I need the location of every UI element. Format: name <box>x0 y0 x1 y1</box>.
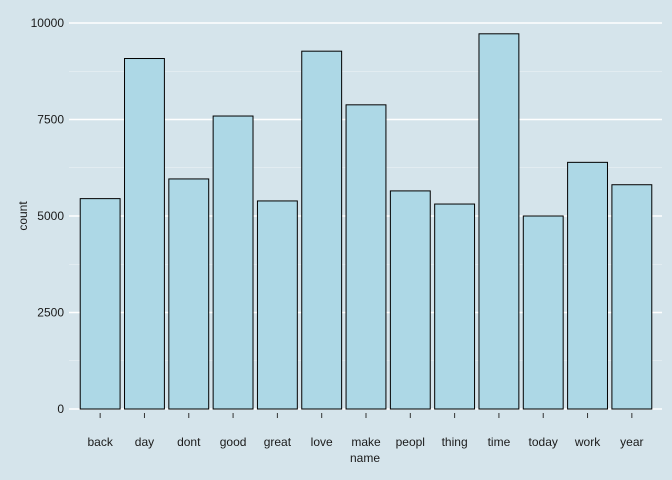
x-tick-label-thing: thing <box>442 435 468 449</box>
x-tick-label-dont: dont <box>177 435 201 449</box>
x-tick-label-year: year <box>620 435 643 449</box>
y-tick-label: 2500 <box>37 306 64 320</box>
x-tick-label-peopl: peopl <box>396 435 425 449</box>
bar-back <box>79 198 121 410</box>
x-tick-label-make: make <box>351 435 381 449</box>
bar-work <box>567 161 608 410</box>
bar-year <box>611 184 653 410</box>
x-axis-tick-labels: back day dont good great love make peopl thing ti… <box>87 413 644 449</box>
bar-day <box>124 58 165 410</box>
bar-good <box>212 115 254 410</box>
bar-make <box>345 104 387 410</box>
x-tick-label-good: good <box>220 435 247 449</box>
x-axis-title: name <box>350 451 380 465</box>
bar-great <box>256 200 298 410</box>
y-axis-title: count <box>16 201 30 231</box>
x-tick-label-day: day <box>135 435 154 449</box>
y-tick-label: 7500 <box>37 113 64 127</box>
x-tick-label-time: time <box>488 435 511 449</box>
bar-today <box>522 215 564 410</box>
bar-dont <box>168 178 210 410</box>
y-axis-tick-labels: 0 2500 5000 7500 10000 <box>31 16 65 416</box>
y-tick-label: 0 <box>57 402 64 416</box>
x-tick-label-love: love <box>311 435 333 449</box>
bars <box>79 33 653 410</box>
bar-love <box>301 50 343 410</box>
x-tick-label-today: today <box>529 435 558 449</box>
y-tick-label: 10000 <box>31 16 65 30</box>
bar-thing <box>434 203 476 410</box>
x-tick-label-back: back <box>87 435 113 449</box>
x-tick-label-work: work <box>574 435 601 449</box>
x-tick-label-great: great <box>264 435 292 449</box>
bar-time <box>478 33 520 410</box>
y-tick-label: 5000 <box>37 209 64 223</box>
bar-peopl <box>389 190 431 410</box>
